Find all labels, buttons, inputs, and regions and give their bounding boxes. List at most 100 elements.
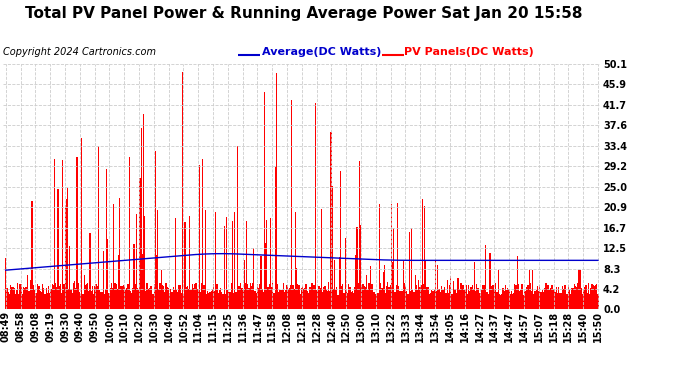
Bar — [457, 278, 458, 309]
Bar — [361, 285, 362, 309]
Bar — [110, 288, 111, 309]
Bar — [570, 294, 571, 309]
Bar — [422, 199, 423, 309]
Bar — [355, 255, 357, 309]
Bar — [337, 294, 339, 309]
Bar — [524, 291, 525, 309]
Bar — [120, 286, 121, 309]
Bar — [413, 292, 415, 309]
Bar — [32, 285, 34, 309]
Bar — [92, 286, 93, 309]
Bar — [543, 292, 544, 309]
Bar — [398, 286, 400, 309]
Bar — [334, 260, 335, 309]
Bar — [73, 283, 74, 309]
Bar — [487, 292, 488, 309]
Bar — [517, 256, 518, 309]
Bar — [251, 286, 252, 309]
Bar — [107, 239, 108, 309]
Bar — [558, 287, 560, 309]
Bar — [415, 274, 416, 309]
Bar — [557, 293, 558, 309]
Bar — [217, 293, 219, 309]
Bar — [565, 285, 566, 309]
Bar — [362, 284, 364, 309]
Bar — [152, 294, 154, 309]
Bar — [135, 284, 136, 309]
Bar — [390, 285, 391, 309]
Bar — [179, 285, 181, 309]
Bar — [319, 288, 321, 309]
Bar — [411, 228, 412, 309]
Bar — [339, 257, 340, 309]
Bar — [34, 290, 35, 309]
Bar — [57, 189, 59, 309]
Bar — [549, 290, 550, 309]
Bar — [482, 285, 484, 309]
Bar — [60, 284, 61, 309]
Bar — [230, 284, 232, 309]
Bar — [70, 289, 72, 309]
Bar — [448, 293, 449, 309]
Bar — [39, 291, 41, 309]
Bar — [535, 290, 537, 309]
Bar — [201, 283, 202, 309]
Bar — [275, 167, 276, 309]
Bar — [539, 285, 540, 309]
Bar — [306, 291, 308, 309]
Bar — [214, 291, 215, 309]
Bar — [309, 287, 310, 309]
Bar — [404, 284, 405, 309]
Bar — [418, 280, 420, 309]
Bar — [377, 293, 378, 309]
Bar — [74, 281, 75, 309]
Bar — [486, 292, 487, 309]
Bar — [323, 287, 324, 309]
Bar — [518, 284, 519, 309]
Bar — [366, 275, 367, 309]
Bar — [453, 281, 454, 309]
Bar — [547, 285, 549, 309]
Bar — [10, 285, 11, 309]
Bar — [545, 283, 546, 309]
Bar — [52, 285, 54, 309]
Bar — [430, 294, 431, 309]
Bar — [260, 256, 262, 309]
Text: Copyright 2024 Cartronics.com: Copyright 2024 Cartronics.com — [3, 47, 157, 57]
Bar — [268, 284, 270, 309]
Bar — [471, 285, 473, 309]
Bar — [412, 290, 413, 309]
Bar — [374, 292, 375, 309]
Bar — [276, 73, 277, 309]
Bar — [379, 204, 380, 309]
Bar — [115, 282, 116, 309]
Bar — [156, 255, 157, 309]
Bar — [438, 289, 440, 309]
Bar — [278, 292, 279, 309]
Bar — [507, 288, 509, 309]
Bar — [124, 285, 125, 309]
Bar — [573, 284, 575, 309]
Bar — [28, 291, 29, 309]
Bar — [31, 201, 32, 309]
Bar — [477, 288, 479, 309]
Bar — [378, 293, 379, 309]
Bar — [111, 283, 112, 309]
Bar — [144, 216, 146, 309]
Bar — [162, 285, 163, 309]
Bar — [37, 284, 39, 309]
Bar — [532, 270, 533, 309]
Bar — [505, 285, 506, 309]
Bar — [456, 293, 457, 309]
Bar — [540, 292, 542, 309]
Bar — [433, 291, 435, 309]
Bar — [568, 285, 569, 309]
Bar — [190, 290, 192, 309]
Bar — [187, 286, 188, 309]
Bar — [61, 293, 62, 309]
Bar — [277, 284, 278, 309]
Bar — [556, 287, 557, 309]
Bar — [400, 291, 402, 309]
Bar — [235, 292, 237, 309]
Bar — [360, 225, 361, 309]
